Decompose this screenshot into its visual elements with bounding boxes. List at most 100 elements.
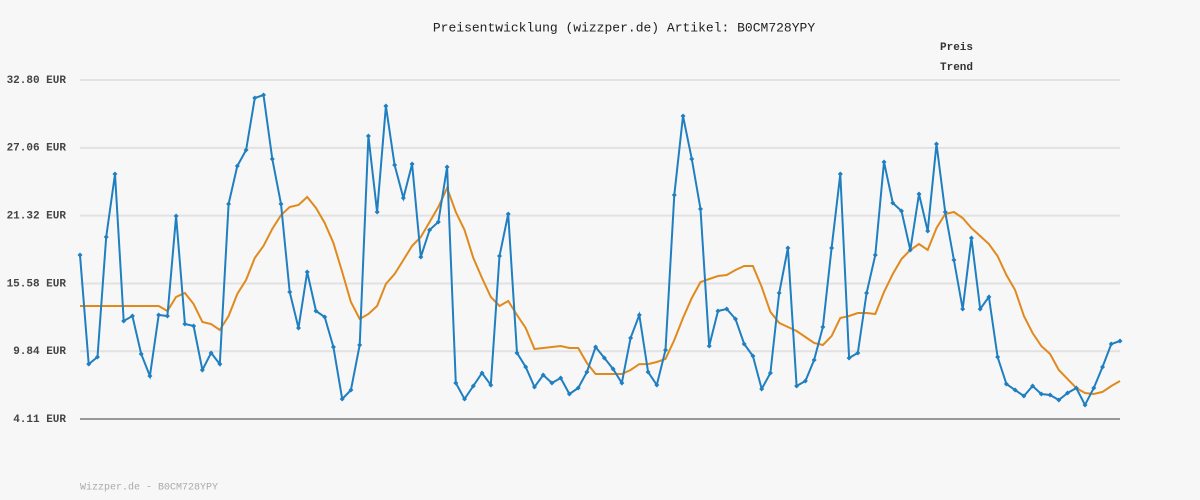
point — [732, 316, 738, 322]
point — [112, 171, 118, 177]
series-line — [80, 185, 1121, 396]
point — [968, 235, 974, 241]
point — [339, 396, 345, 402]
point — [933, 141, 939, 147]
point — [549, 380, 555, 386]
point — [899, 208, 905, 214]
point — [645, 369, 651, 375]
point — [628, 335, 634, 341]
point — [584, 369, 590, 375]
point — [881, 159, 887, 165]
point — [794, 383, 800, 389]
point — [1065, 390, 1071, 396]
point — [890, 200, 896, 206]
point — [855, 350, 861, 356]
point — [488, 382, 494, 388]
point — [77, 252, 83, 258]
point — [593, 344, 599, 350]
y-tick-label: 32.80 EUR — [7, 75, 67, 87]
point — [322, 314, 328, 320]
point — [1047, 392, 1053, 398]
point — [925, 228, 931, 234]
point — [1003, 381, 1009, 387]
point — [1073, 385, 1079, 391]
point — [776, 290, 782, 296]
point — [129, 313, 135, 319]
point — [986, 294, 992, 300]
point — [138, 351, 144, 357]
point — [173, 213, 179, 219]
point — [523, 364, 529, 370]
point — [1082, 402, 1088, 408]
point — [226, 201, 232, 207]
point — [295, 325, 301, 331]
point — [767, 370, 773, 376]
point — [243, 147, 249, 153]
point — [462, 396, 468, 402]
point — [496, 253, 502, 259]
point — [261, 92, 267, 98]
series-line — [79, 93, 1121, 408]
point — [444, 164, 450, 170]
point — [479, 370, 485, 376]
y-tick-label: 27.06 EUR — [7, 143, 67, 155]
point — [330, 344, 336, 350]
point — [942, 209, 948, 215]
point — [907, 247, 913, 253]
point — [636, 312, 642, 318]
point — [348, 387, 354, 393]
point — [759, 386, 765, 392]
point — [287, 289, 293, 295]
point — [435, 219, 441, 225]
point — [1100, 364, 1106, 370]
point — [837, 171, 843, 177]
legend-label: Trend — [940, 62, 973, 74]
point — [427, 227, 433, 233]
point — [1038, 391, 1044, 397]
footer: Wizzper.de - B0CM728YPY — [80, 482, 218, 494]
point — [269, 156, 275, 162]
point — [505, 211, 511, 217]
point — [741, 341, 747, 347]
point — [234, 163, 240, 169]
point — [1091, 385, 1097, 391]
point — [1117, 338, 1123, 344]
point — [409, 161, 415, 167]
point — [698, 206, 704, 212]
point — [121, 318, 127, 324]
point — [313, 308, 319, 314]
point — [715, 308, 721, 314]
point — [846, 355, 852, 361]
point — [977, 306, 983, 312]
point — [470, 383, 476, 389]
point — [357, 342, 363, 348]
y-tick-label: 4.11 EUR — [13, 414, 66, 426]
point — [392, 162, 398, 168]
point — [531, 384, 537, 390]
point — [995, 354, 1001, 360]
point — [164, 313, 170, 319]
point — [654, 382, 660, 388]
y-tick-label: 9.84 EUR — [13, 346, 66, 358]
point — [610, 366, 616, 372]
chart-title: Preisentwicklung (wizzper.de) Artikel: B… — [433, 20, 815, 35]
point — [864, 290, 870, 296]
point — [785, 245, 791, 251]
point — [951, 257, 957, 263]
point — [147, 373, 153, 379]
point — [619, 380, 625, 386]
point — [191, 323, 197, 329]
point — [1030, 383, 1036, 389]
point — [750, 353, 756, 359]
point — [663, 347, 669, 353]
point — [1012, 387, 1018, 393]
point — [514, 350, 520, 356]
point — [418, 254, 424, 260]
point — [217, 361, 223, 367]
point — [182, 321, 188, 327]
point — [94, 354, 100, 360]
point — [671, 192, 677, 198]
point — [872, 252, 878, 258]
point — [199, 367, 205, 373]
